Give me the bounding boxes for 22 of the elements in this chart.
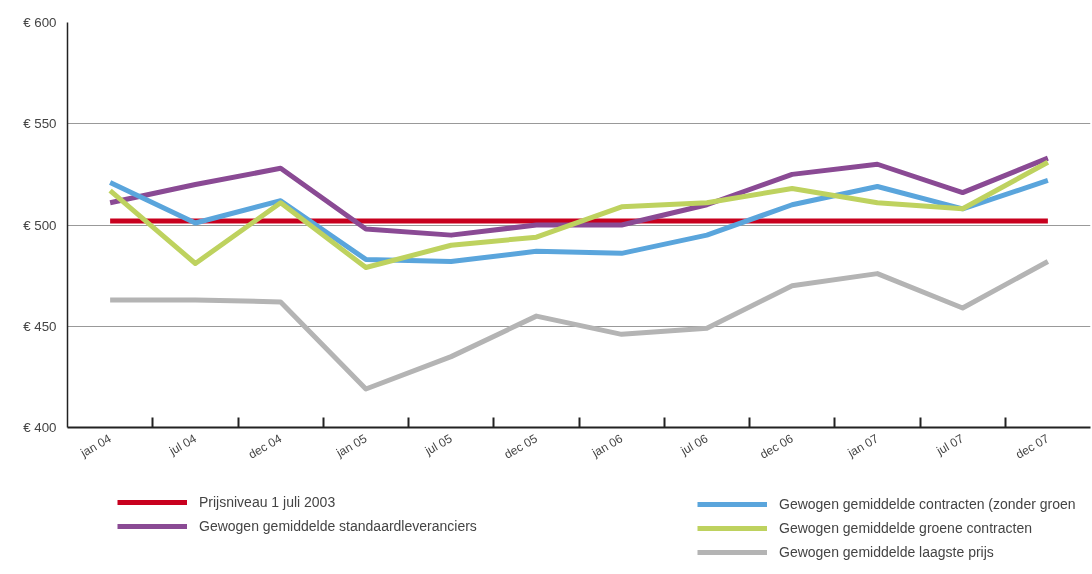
x-tick-label: jan 05 (333, 431, 370, 461)
y-tick-label: € 500 (23, 217, 57, 233)
y-tick-label: € 550 (23, 116, 57, 132)
y-tick-label: € 600 (23, 15, 57, 30)
legend-label: Prijsniveau 1 juli 2003 (199, 494, 336, 510)
x-tick-label: dec 07 (1013, 431, 1052, 462)
y-tick-label: € 450 (23, 318, 57, 334)
x-tick-label: jul 07 (933, 431, 967, 459)
legend-label: Gewogen gemiddelde laagste prijs (779, 544, 994, 560)
x-tick-label: jul 04 (166, 431, 200, 459)
y-tick-label: € 400 (23, 420, 57, 435)
x-tick-label: jan 06 (588, 431, 626, 461)
legend-label: Gewogen gemiddelde groene contracten (779, 520, 1032, 536)
x-tick-label: jul 05 (421, 431, 455, 459)
x-tick-label: dec 05 (501, 431, 541, 462)
x-tick-label: jan 07 (844, 431, 882, 461)
x-tick-label: jul 06 (677, 431, 711, 459)
x-tick-label: dec 06 (757, 431, 796, 462)
legend-label: Gewogen gemiddelde standaardleveranciers (199, 518, 477, 534)
x-tick-label: dec 04 (245, 431, 285, 462)
legend-label: Gewogen gemiddelde contracten (zonder groen (779, 496, 1076, 512)
x-tick-label: jan 04 (77, 431, 114, 461)
